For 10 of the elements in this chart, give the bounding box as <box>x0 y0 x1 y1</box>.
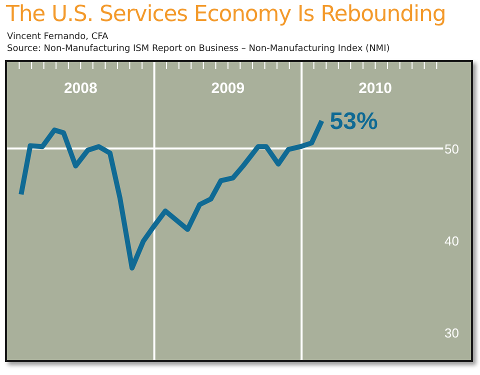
chart-subtitle: Vincent Fernando, CFA <box>7 32 108 42</box>
x-tick-label: 2009 <box>211 80 245 97</box>
x-tick-label: 2008 <box>64 80 98 97</box>
annotation: 53% <box>330 108 378 135</box>
y-tick-label: 30 <box>444 325 459 340</box>
y-tick-label: 40 <box>444 233 459 248</box>
chart-title: The U.S. Services Economy Is Rebounding <box>6 2 446 27</box>
source-note: Source: Non-Manufacturing ISM Report on Business – Non-Manufacturing Index (NMI) <box>7 44 390 54</box>
x-tick-label: 2010 <box>358 80 392 97</box>
y-tick-label: 50 <box>444 141 459 156</box>
